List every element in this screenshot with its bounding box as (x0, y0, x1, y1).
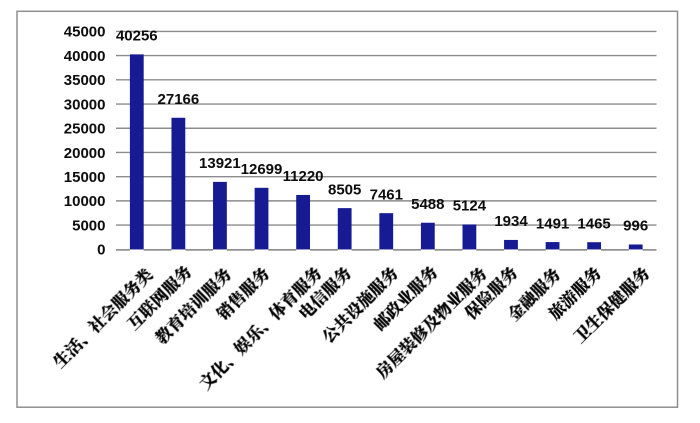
svg-text:25000: 25000 (64, 121, 106, 138)
svg-text:5488: 5488 (411, 196, 444, 213)
svg-text:0: 0 (97, 242, 105, 259)
svg-text:12699: 12699 (241, 161, 283, 178)
svg-text:1491: 1491 (536, 215, 569, 232)
svg-text:1934: 1934 (494, 213, 528, 230)
svg-text:10000: 10000 (64, 193, 106, 210)
svg-text:8505: 8505 (328, 181, 361, 198)
svg-text:996: 996 (623, 218, 648, 235)
svg-text:5000: 5000 (72, 217, 105, 234)
svg-text:40256: 40256 (116, 28, 158, 45)
svg-text:35000: 35000 (64, 72, 106, 89)
svg-text:20000: 20000 (64, 145, 106, 162)
svg-text:11220: 11220 (283, 168, 324, 185)
svg-text:30000: 30000 (64, 96, 106, 113)
svg-text:1465: 1465 (577, 215, 610, 232)
svg-text:27166: 27166 (158, 91, 200, 108)
svg-text:40000: 40000 (64, 48, 106, 65)
svg-text:13921: 13921 (199, 155, 241, 172)
svg-text:5124: 5124 (453, 198, 487, 215)
svg-text:45000: 45000 (64, 24, 106, 41)
svg-text:7461: 7461 (370, 186, 403, 203)
svg-text:15000: 15000 (64, 169, 106, 186)
